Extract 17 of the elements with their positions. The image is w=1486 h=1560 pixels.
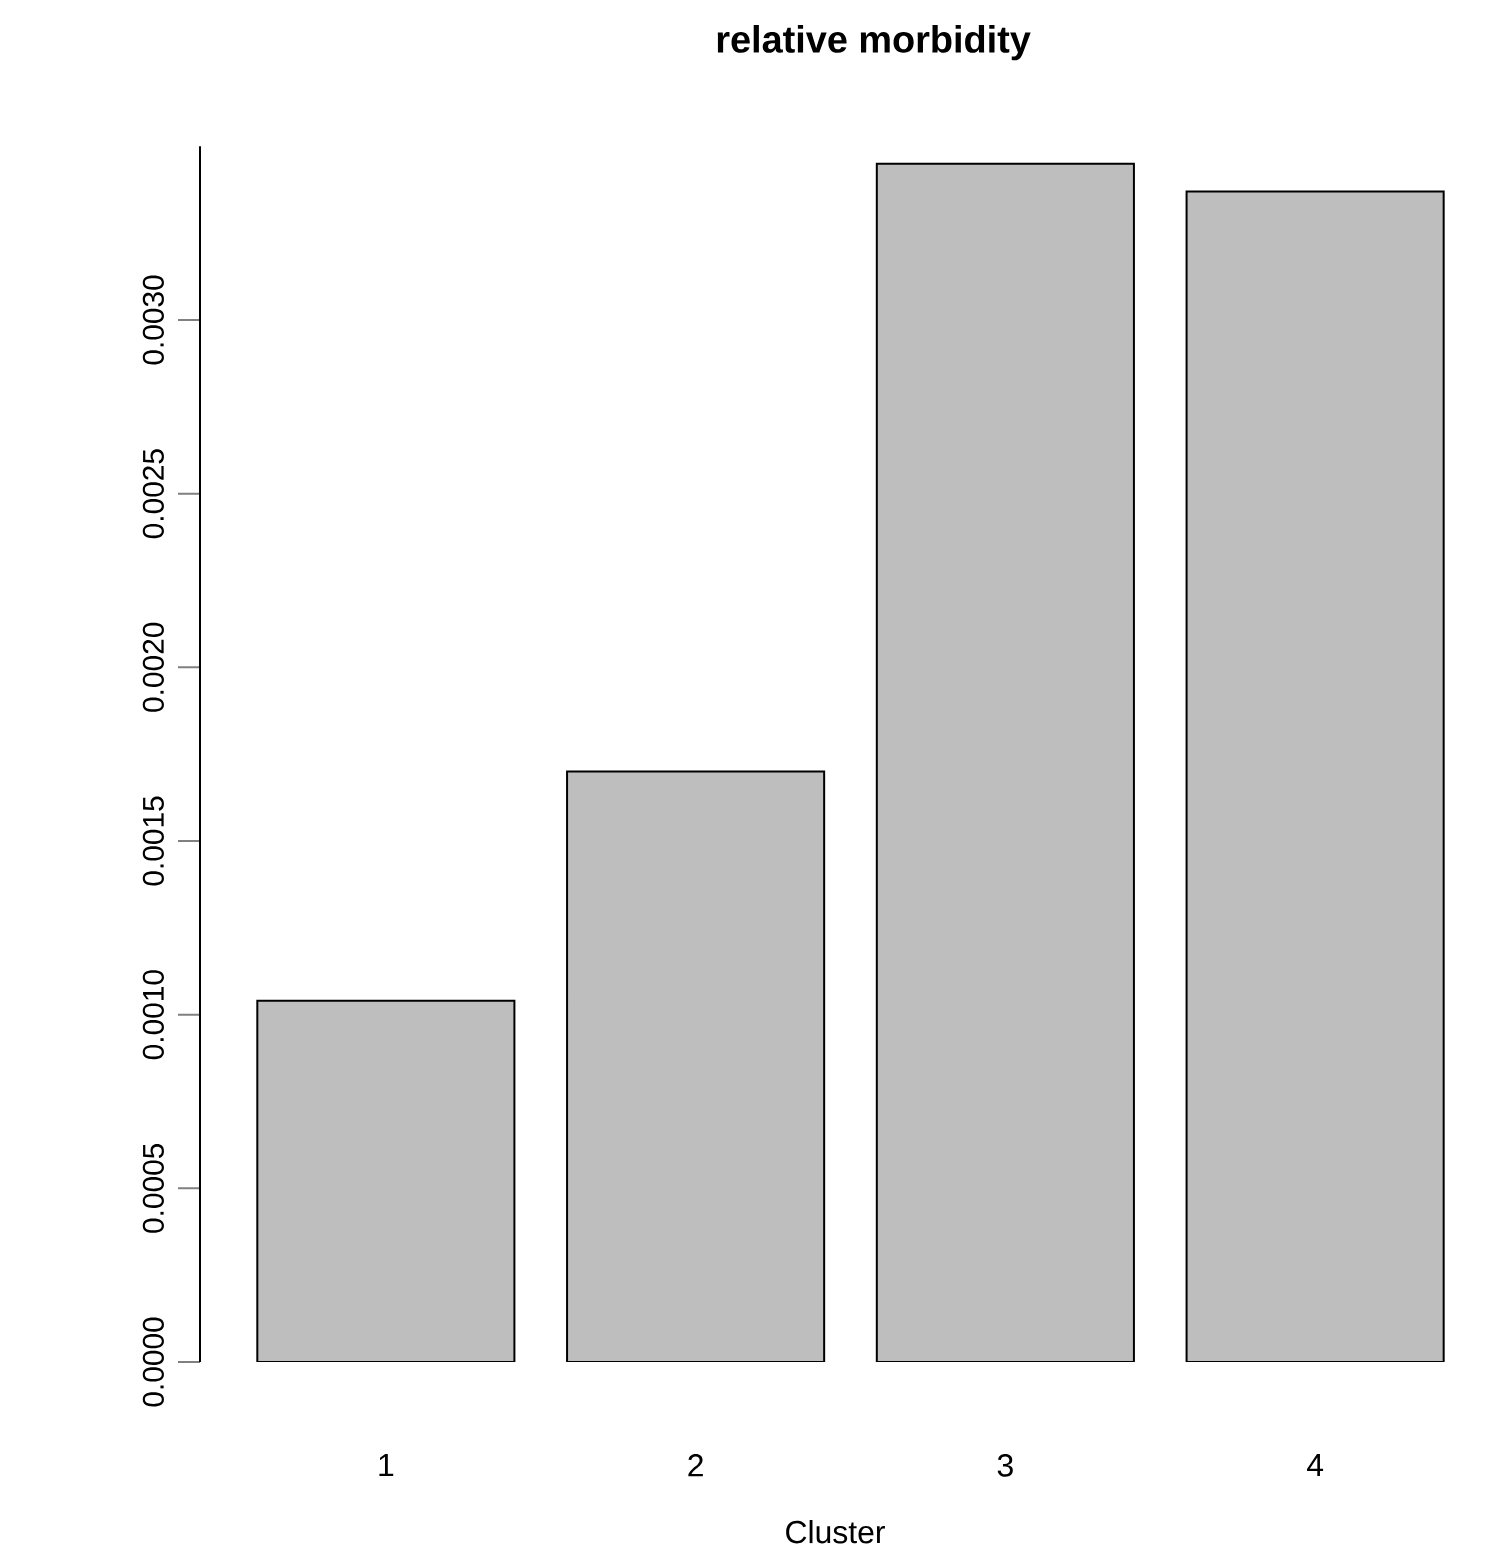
x-tick-label: 2 bbox=[688, 1454, 703, 1477]
chart-title: relative morbidity bbox=[717, 25, 1031, 61]
y-tick-label: 0.0010 bbox=[142, 970, 164, 1060]
y-tick-label: 0.0005 bbox=[142, 1143, 164, 1233]
y-tick-label: 0.0015 bbox=[142, 796, 164, 886]
y-tick-label: 0.0000 bbox=[142, 1317, 164, 1407]
x-axis-title: Cluster bbox=[786, 1519, 885, 1544]
y-tick-label: 0.0030 bbox=[142, 275, 164, 365]
x-tick-label: 3 bbox=[997, 1454, 1013, 1477]
x-tick-label: 1 bbox=[379, 1454, 394, 1477]
y-tick-label: 0.0025 bbox=[142, 449, 164, 539]
bar bbox=[1185, 190, 1445, 1362]
bar bbox=[256, 999, 516, 1362]
y-tick-label: 0.0020 bbox=[142, 622, 164, 712]
bar bbox=[566, 770, 826, 1362]
bar bbox=[875, 162, 1135, 1362]
x-tick-label: 4 bbox=[1307, 1454, 1324, 1477]
